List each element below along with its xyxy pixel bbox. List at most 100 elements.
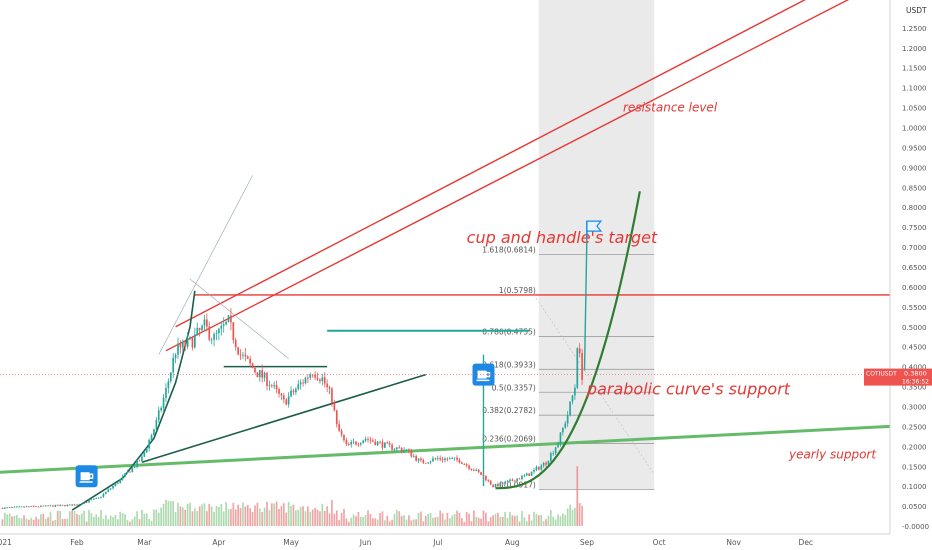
flag-icon [586,220,603,238]
candle-body [581,353,583,380]
volume-bar [117,519,119,527]
candle-body [405,449,408,451]
volume-bar [234,509,237,527]
volume-bar [18,518,21,527]
volume-bar [227,509,230,527]
volume-bar [179,506,182,527]
candle-body [427,462,430,464]
candle-body [420,458,422,461]
candle-body [126,471,129,474]
candle-body [352,441,355,443]
volume-bar [506,517,509,527]
fib-level-label: 1(0.5798) [499,286,536,295]
candle-body [189,337,191,339]
candle-body [54,504,57,507]
candle-body [150,435,153,440]
candle-body [477,469,480,473]
candle-body [162,397,165,408]
candle-body [104,491,107,494]
volume-bar [417,512,420,527]
candle-body [436,458,439,459]
candle-body [470,468,473,470]
time-tick-label: Nov [726,538,741,547]
candle-body [530,471,533,476]
volume-bar [391,519,393,527]
candle-body [275,385,278,390]
coffee-cup-icon [75,465,98,488]
price-tick-label: 1.0500 [902,105,927,113]
candle-body [412,456,415,457]
volume-bar [321,503,324,527]
candle-body [540,465,543,470]
candle-body [71,504,74,506]
candle-body [542,462,545,466]
volume-bar [206,511,208,527]
candle-body [52,505,54,507]
candle-body [145,448,148,453]
volume-bar [280,505,283,527]
candle-body [11,507,13,509]
volume-bar [371,518,374,527]
volume-bar [28,519,30,527]
candle-body [415,456,417,461]
price-tick-label: -0.0000 [902,523,929,531]
candle-body [369,439,372,441]
price-tick-label: 0.4500 [902,344,927,352]
volume-bar [239,507,242,527]
volume-bar [30,517,33,527]
candle-body [552,453,555,454]
candle-body [282,395,285,400]
volume-bar [201,504,203,527]
price-tick-label: 0.7000 [902,244,927,252]
volume-bar [499,516,502,527]
candle-body [321,377,324,382]
volume-bar [581,505,583,527]
volume-bar [287,501,290,527]
fib-zone [538,0,655,490]
candle-body [234,340,237,348]
volume-bar [225,502,227,527]
candle-body [179,343,182,348]
fib-level-label: 0.382(0.2782) [482,406,536,415]
volume-bar [88,510,90,527]
candlesticks [1,308,583,510]
volume-bar [559,516,562,527]
volume-bar [52,520,54,527]
volume-bar [54,519,57,527]
volume-bar [282,503,285,527]
volume-bar [432,518,434,527]
volume-bar [335,510,338,527]
candle-body [460,462,463,464]
volume-bar [129,521,131,527]
coffee-cup-icon-body [80,472,90,481]
volume-bar [80,513,83,527]
price-tick-label: 0.8000 [902,204,927,212]
candle-body [210,339,213,341]
volume-bar [480,518,482,527]
volume-bar [528,514,531,527]
candle-body [206,319,208,327]
volume-bar [359,516,362,527]
candle-body [501,482,504,484]
volume-bar [497,512,499,527]
volume-bar [468,513,470,527]
candle-body [391,444,393,450]
candle-body [8,507,11,509]
volume-bar [523,517,526,527]
candle-body [30,506,33,507]
candle-body [439,458,442,460]
candle-body [576,348,579,388]
candle-body [95,497,98,499]
volume-bar [420,511,422,527]
volume-bar [492,515,494,527]
candle-body [578,348,581,354]
candle-body [23,506,25,508]
volume-bar [61,519,64,527]
volume-bar [410,520,413,527]
candle-body [314,374,316,378]
price-tick-label: 0.3500 [902,384,927,392]
candle-body [64,505,66,507]
candle-body [254,368,256,373]
candle-body [564,423,567,428]
